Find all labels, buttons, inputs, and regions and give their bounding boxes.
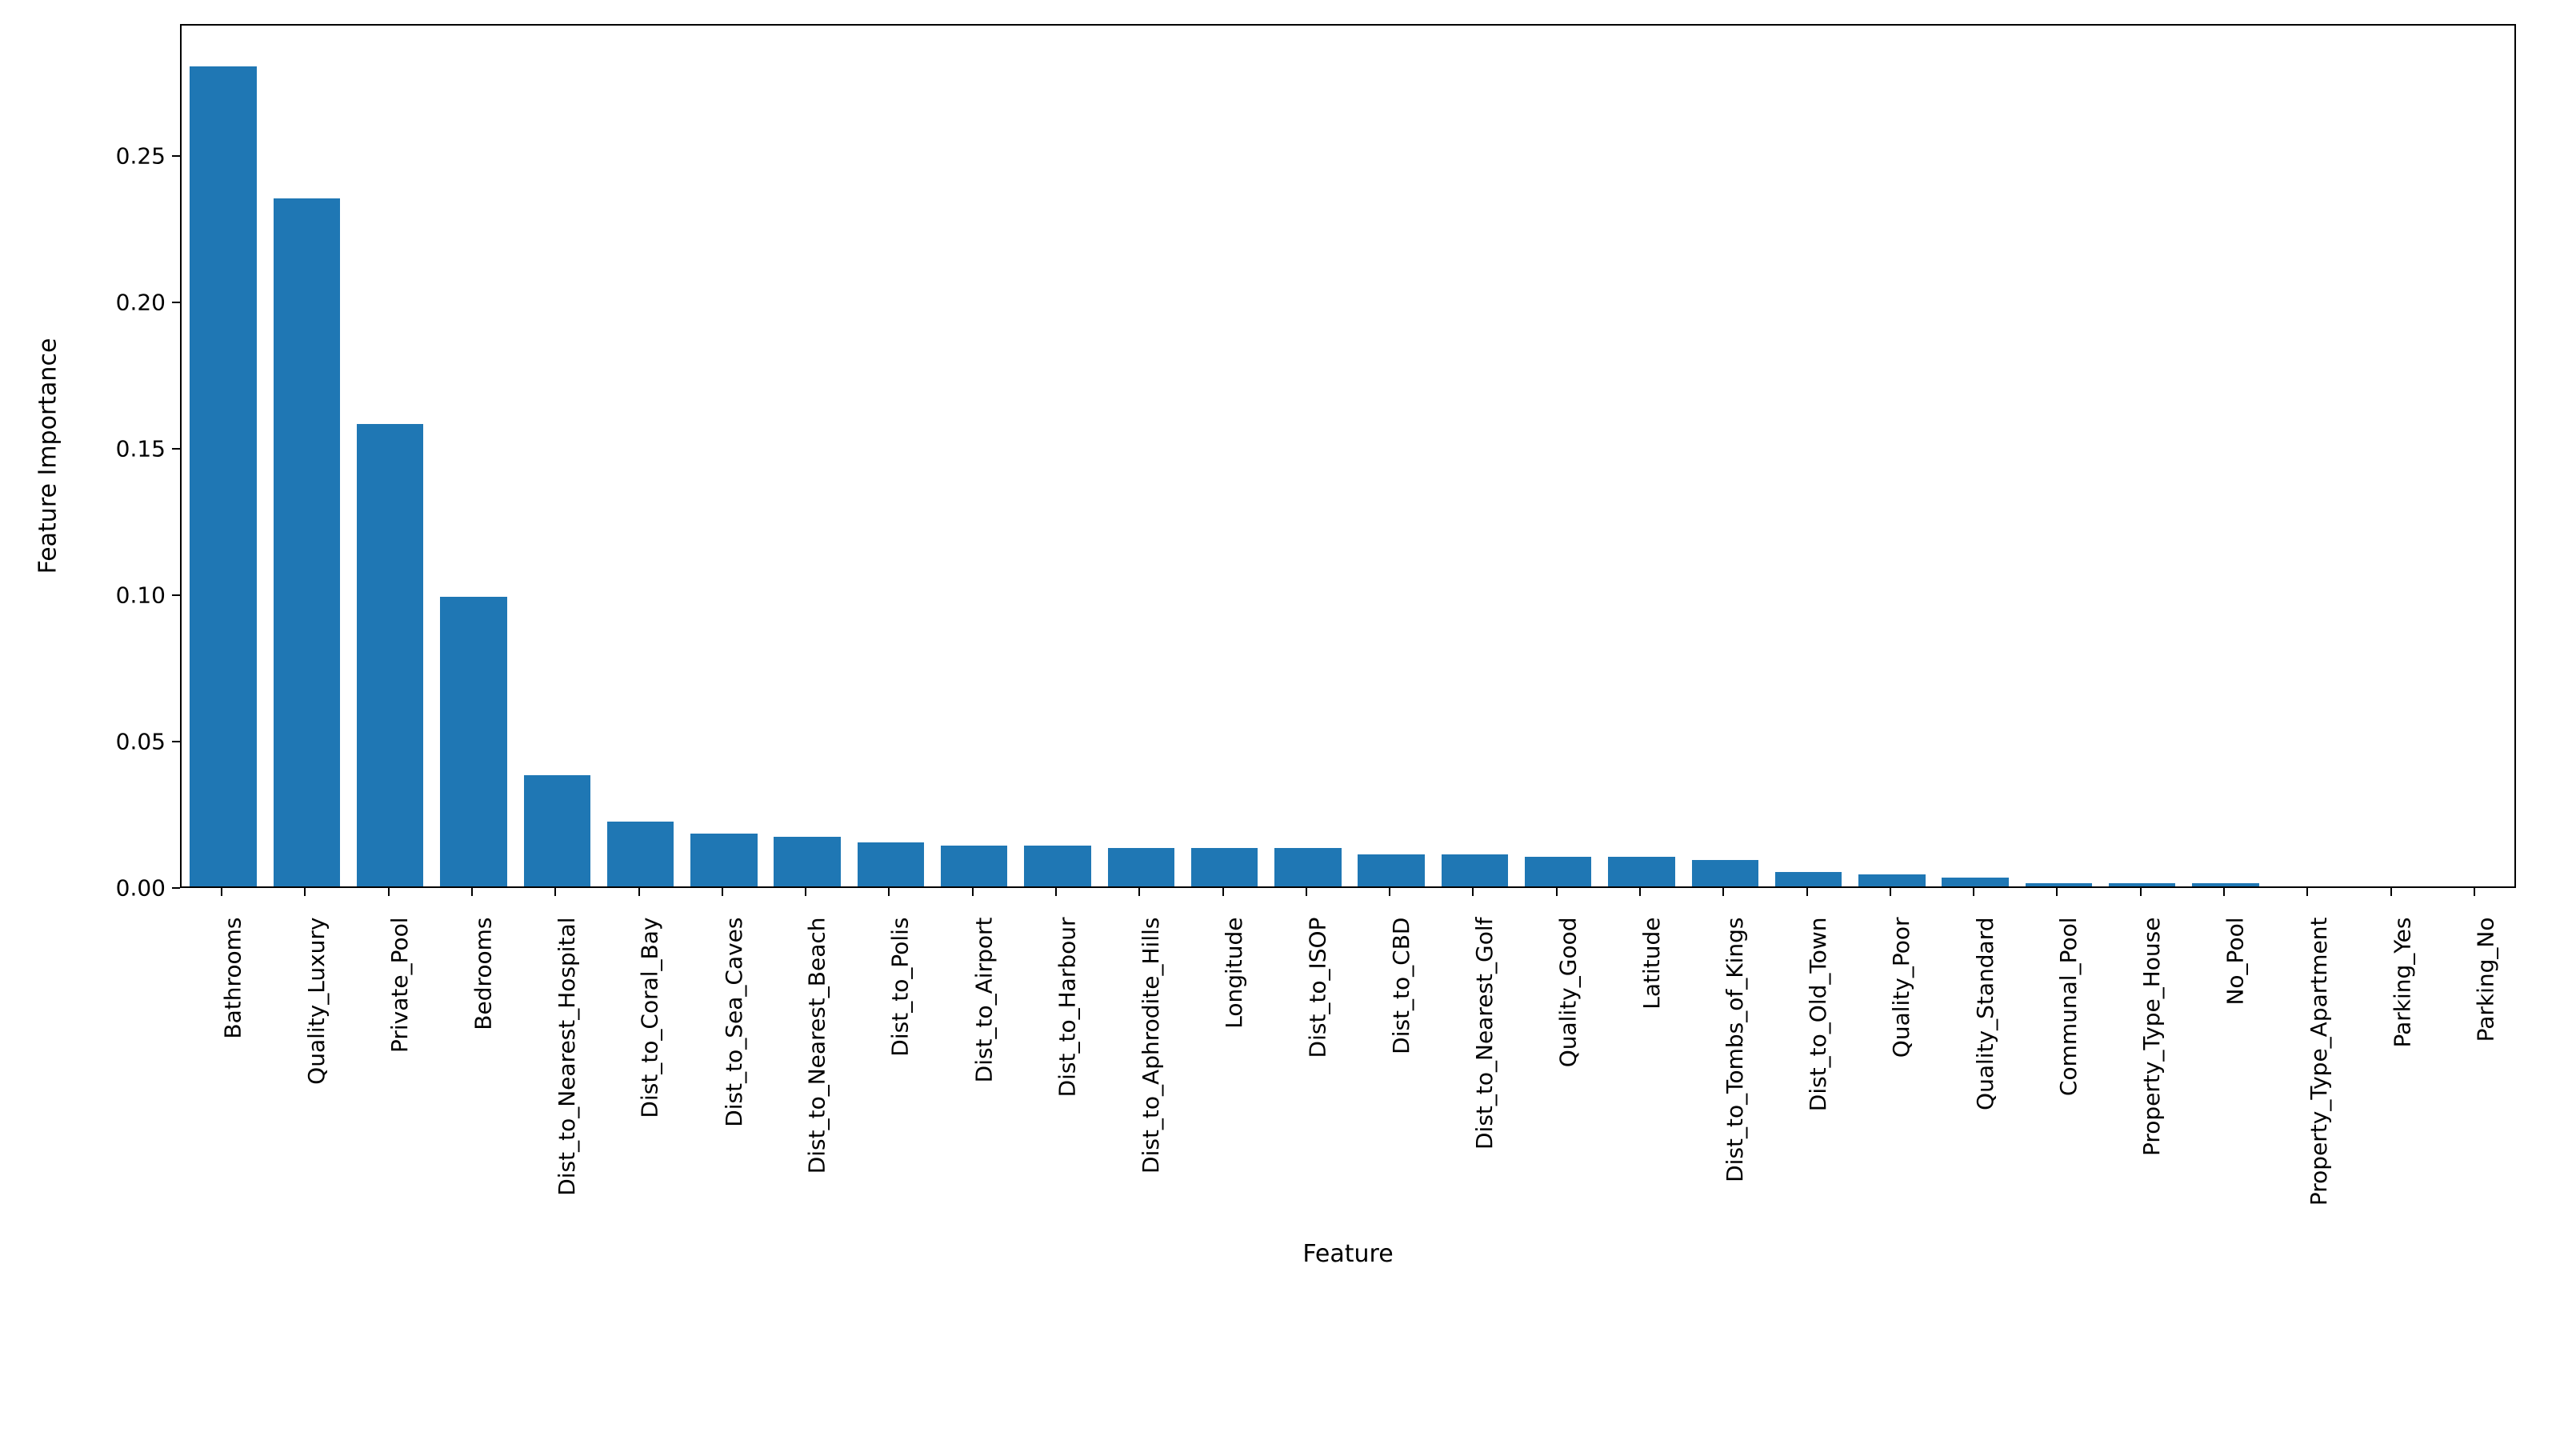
bar <box>941 846 1007 886</box>
x-tick-label: Dist_to_Nearest_Golf <box>1471 918 1498 1150</box>
x-tick-label: Private_Pool <box>386 918 413 1054</box>
x-tick-label: Quality_Luxury <box>303 918 330 1085</box>
x-tick <box>888 888 890 896</box>
x-tick <box>1973 888 1974 896</box>
x-tick <box>2390 888 2392 896</box>
bar <box>2109 883 2175 886</box>
x-tick-label: Property_Type_Apartment <box>2306 918 2332 1206</box>
x-tick <box>1472 888 1474 896</box>
bar <box>357 424 423 886</box>
x-tick-label: Dist_to_Coral_Bay <box>637 918 663 1118</box>
plot-area <box>180 24 2516 888</box>
x-tick-label: Bathrooms <box>220 918 246 1039</box>
y-tick <box>172 887 180 889</box>
y-tick-label: 0.25 <box>116 142 166 169</box>
x-tick <box>2306 888 2308 896</box>
x-tick-label: Communal_Pool <box>2055 918 2082 1097</box>
bar <box>524 775 590 886</box>
bar <box>858 842 924 886</box>
x-axis-label: Feature <box>180 1240 2516 1268</box>
x-tick <box>221 888 222 896</box>
y-tick-label: 0.05 <box>116 728 166 754</box>
x-tick <box>2223 888 2225 896</box>
bar <box>1274 848 1341 886</box>
x-tick <box>1722 888 1724 896</box>
x-tick-label: Dist_to_ISOP <box>1304 918 1330 1058</box>
x-tick-label: Dist_to_Nearest_Hospital <box>554 918 580 1196</box>
bar <box>607 822 674 886</box>
x-tick <box>1055 888 1057 896</box>
x-tick-label: Quality_Good <box>1554 918 1581 1068</box>
bar <box>1024 846 1090 886</box>
y-axis-label: Feature Importance <box>34 338 62 574</box>
x-tick-label: Parking_Yes <box>2389 918 2415 1048</box>
y-tick <box>172 155 180 157</box>
bar <box>774 837 840 886</box>
x-tick <box>1556 888 1558 896</box>
x-tick <box>1890 888 1891 896</box>
y-tick-label: 0.15 <box>116 435 166 462</box>
bar <box>1108 848 1174 886</box>
x-tick-label: Dist_to_Harbour <box>1054 918 1081 1098</box>
x-tick <box>972 888 974 896</box>
x-tick <box>304 888 306 896</box>
bar <box>1191 848 1258 886</box>
figure: 0.00 0.05 0.10 0.15 0.20 0.25 Bathrooms Qualit… <box>0 0 2552 1456</box>
x-tick-label: Dist_to_Airport <box>970 918 997 1083</box>
y-tick-label: 0.20 <box>116 289 166 315</box>
y-tick-label: 0.00 <box>116 875 166 902</box>
bar <box>1692 860 1758 886</box>
x-tick-label: Dist_to_Old_Town <box>1805 918 1831 1112</box>
x-tick-label: Bedrooms <box>470 918 497 1030</box>
x-tick-label: Quality_Poor <box>1888 918 1914 1058</box>
bar <box>1775 872 1842 886</box>
y-tick <box>172 594 180 596</box>
x-tick-label: Dist_to_Tombs_of_Kings <box>1722 918 1748 1182</box>
x-tick <box>471 888 473 896</box>
x-tick <box>1639 888 1641 896</box>
x-tick-label: Dist_to_CBD <box>1388 918 1414 1054</box>
x-tick-label: Dist_to_Sea_Caves <box>720 918 746 1127</box>
bar <box>274 198 340 886</box>
x-tick <box>2140 888 2142 896</box>
x-tick <box>722 888 723 896</box>
x-tick <box>554 888 556 896</box>
x-tick <box>388 888 390 896</box>
bar <box>2192 883 2258 886</box>
x-tick <box>805 888 806 896</box>
bar <box>1858 874 1925 886</box>
y-tick <box>172 741 180 742</box>
bar <box>190 66 256 886</box>
x-tick <box>2056 888 2058 896</box>
x-tick-label: No_Pool <box>2222 918 2249 1006</box>
x-tick-label: Latitude <box>1638 918 1665 1010</box>
x-tick <box>1222 888 1224 896</box>
y-tick <box>172 302 180 303</box>
x-tick-label: Property_Type_House <box>2138 918 2165 1157</box>
x-tick-label: Dist_to_Polis <box>887 918 914 1057</box>
x-tick-label: Longitude <box>1221 918 1247 1029</box>
bar <box>2026 883 2092 886</box>
x-tick <box>2474 888 2475 896</box>
y-tick <box>172 448 180 450</box>
bar <box>1608 857 1674 886</box>
y-tick-label: 0.10 <box>116 582 166 608</box>
bar <box>690 834 757 886</box>
x-tick <box>1389 888 1390 896</box>
bar <box>1942 878 2008 886</box>
x-tick-label: Dist_to_Aphrodite_Hills <box>1138 918 1164 1174</box>
x-tick <box>1306 888 1307 896</box>
x-tick <box>638 888 640 896</box>
bar <box>440 597 506 886</box>
x-tick <box>1138 888 1140 896</box>
x-tick-label: Parking_No <box>2472 918 2498 1042</box>
bar <box>1358 854 1424 886</box>
bar <box>1525 857 1591 886</box>
x-tick-label: Dist_to_Nearest_Beach <box>804 918 830 1174</box>
x-tick <box>1806 888 1808 896</box>
bar <box>1442 854 1508 886</box>
x-tick-label: Quality_Standard <box>1972 918 1998 1110</box>
